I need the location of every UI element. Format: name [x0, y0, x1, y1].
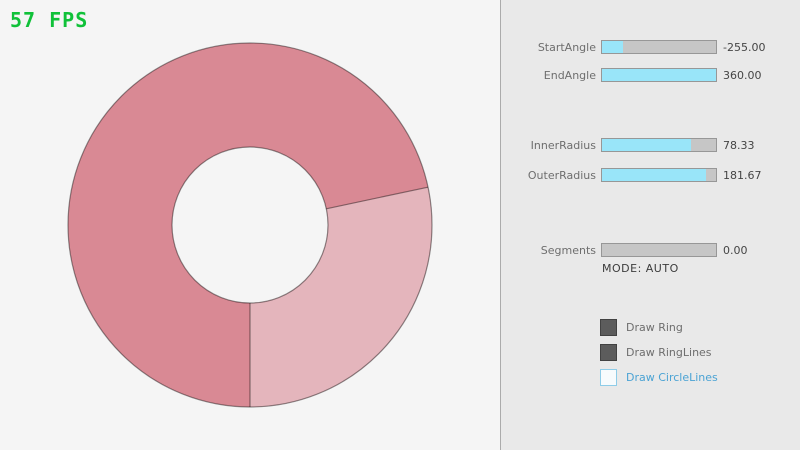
start-angle-slider-fill — [602, 41, 623, 53]
draw-ring-checkbox[interactable] — [600, 319, 617, 336]
start-angle-label: StartAngle — [537, 40, 596, 54]
draw-ring-label: Draw Ring — [626, 321, 683, 334]
end-angle-label: EndAngle — [543, 68, 596, 82]
inner-radius-slider-fill — [602, 139, 691, 151]
draw-ringlines-row: Draw RingLines — [600, 344, 712, 361]
segments-row: Segments 0.00 — [500, 243, 800, 257]
start-angle-value: -255.00 — [723, 40, 766, 54]
draw-circlelines-row: Draw CircleLines — [600, 369, 718, 386]
outer-radius-value: 181.67 — [723, 168, 762, 182]
ring-light-sector — [250, 187, 432, 407]
segments-mode-text: MODE: AUTO — [602, 262, 679, 275]
inner-radius-value: 78.33 — [723, 138, 755, 152]
end-angle-slider-fill — [602, 69, 716, 81]
draw-circlelines-label: Draw CircleLines — [626, 371, 718, 384]
end-angle-value: 360.00 — [723, 68, 762, 82]
outer-radius-label: OuterRadius — [527, 168, 596, 182]
ring-canvas — [67, 42, 433, 408]
start-angle-row: StartAngle -255.00 — [500, 40, 800, 54]
segments-label: Segments — [540, 243, 596, 257]
draw-ringlines-checkbox[interactable] — [600, 344, 617, 361]
segments-slider[interactable] — [601, 243, 717, 257]
draw-ringlines-label: Draw RingLines — [626, 346, 712, 359]
ring-start-angle-line — [326, 186, 429, 210]
outer-radius-slider[interactable] — [601, 168, 717, 182]
draw-ring-row: Draw Ring — [600, 319, 683, 336]
draw-circlelines-checkbox[interactable] — [600, 369, 617, 386]
inner-radius-label: InnerRadius — [530, 138, 596, 152]
segments-value: 0.00 — [723, 243, 748, 257]
outer-radius-row: OuterRadius 181.67 — [500, 168, 800, 182]
ring-outer-outline — [67, 42, 433, 408]
ring-inner-outline — [171, 146, 329, 304]
end-angle-row: EndAngle 360.00 — [500, 68, 800, 82]
inner-radius-slider[interactable] — [601, 138, 717, 152]
outer-radius-slider-fill — [602, 169, 706, 181]
end-angle-slider[interactable] — [601, 68, 717, 82]
fps-counter: 57 FPS — [10, 8, 89, 32]
start-angle-slider[interactable] — [601, 40, 717, 54]
inner-radius-row: InnerRadius 78.33 — [500, 138, 800, 152]
